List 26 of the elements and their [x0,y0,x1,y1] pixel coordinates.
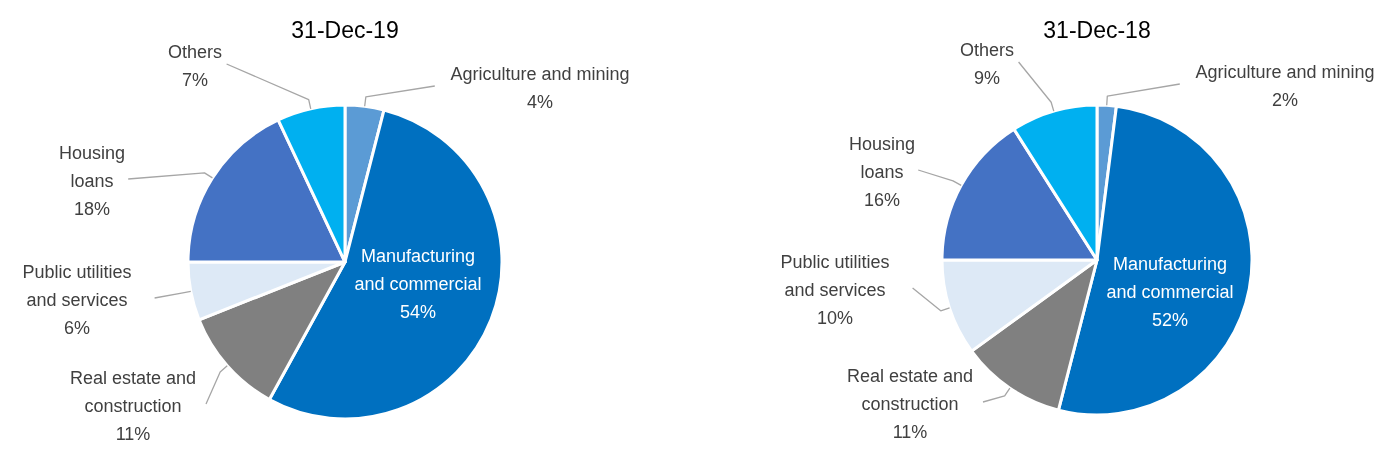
slice-label: Agriculture and mining [1195,62,1375,82]
data-label: 4% [526,92,554,112]
slice-label: Public utilities and services [780,252,890,300]
slice-label: Housing loans [848,134,916,182]
slice-label: Housing loans [58,143,126,191]
slice-label: Public utilities and services [22,262,132,310]
data-label: 52% [1151,310,1189,330]
chart-title: 31-Dec-18 [1043,17,1151,43]
data-label: 18% [73,199,111,219]
slice-label: Manufacturing and commercial [354,246,482,294]
data-label: 11% [892,422,928,442]
slice-label: Real estate and construction [69,368,197,416]
slice-label: Others [167,42,223,62]
chart-title: 31-Dec-19 [291,17,399,43]
data-label: 7% [181,70,209,90]
data-label: 10% [816,308,854,328]
data-label: 2% [1271,90,1299,110]
data-label: 11% [115,424,151,444]
data-label: 9% [973,68,1001,88]
slice-label: Agriculture and mining [450,64,630,84]
slice-label: Manufacturing and commercial [1106,254,1234,302]
slice-label: Others [959,40,1015,60]
data-label: 6% [63,318,91,338]
data-label: 54% [399,302,437,322]
slice-label: Real estate and construction [846,366,974,414]
data-label: 16% [863,190,901,210]
